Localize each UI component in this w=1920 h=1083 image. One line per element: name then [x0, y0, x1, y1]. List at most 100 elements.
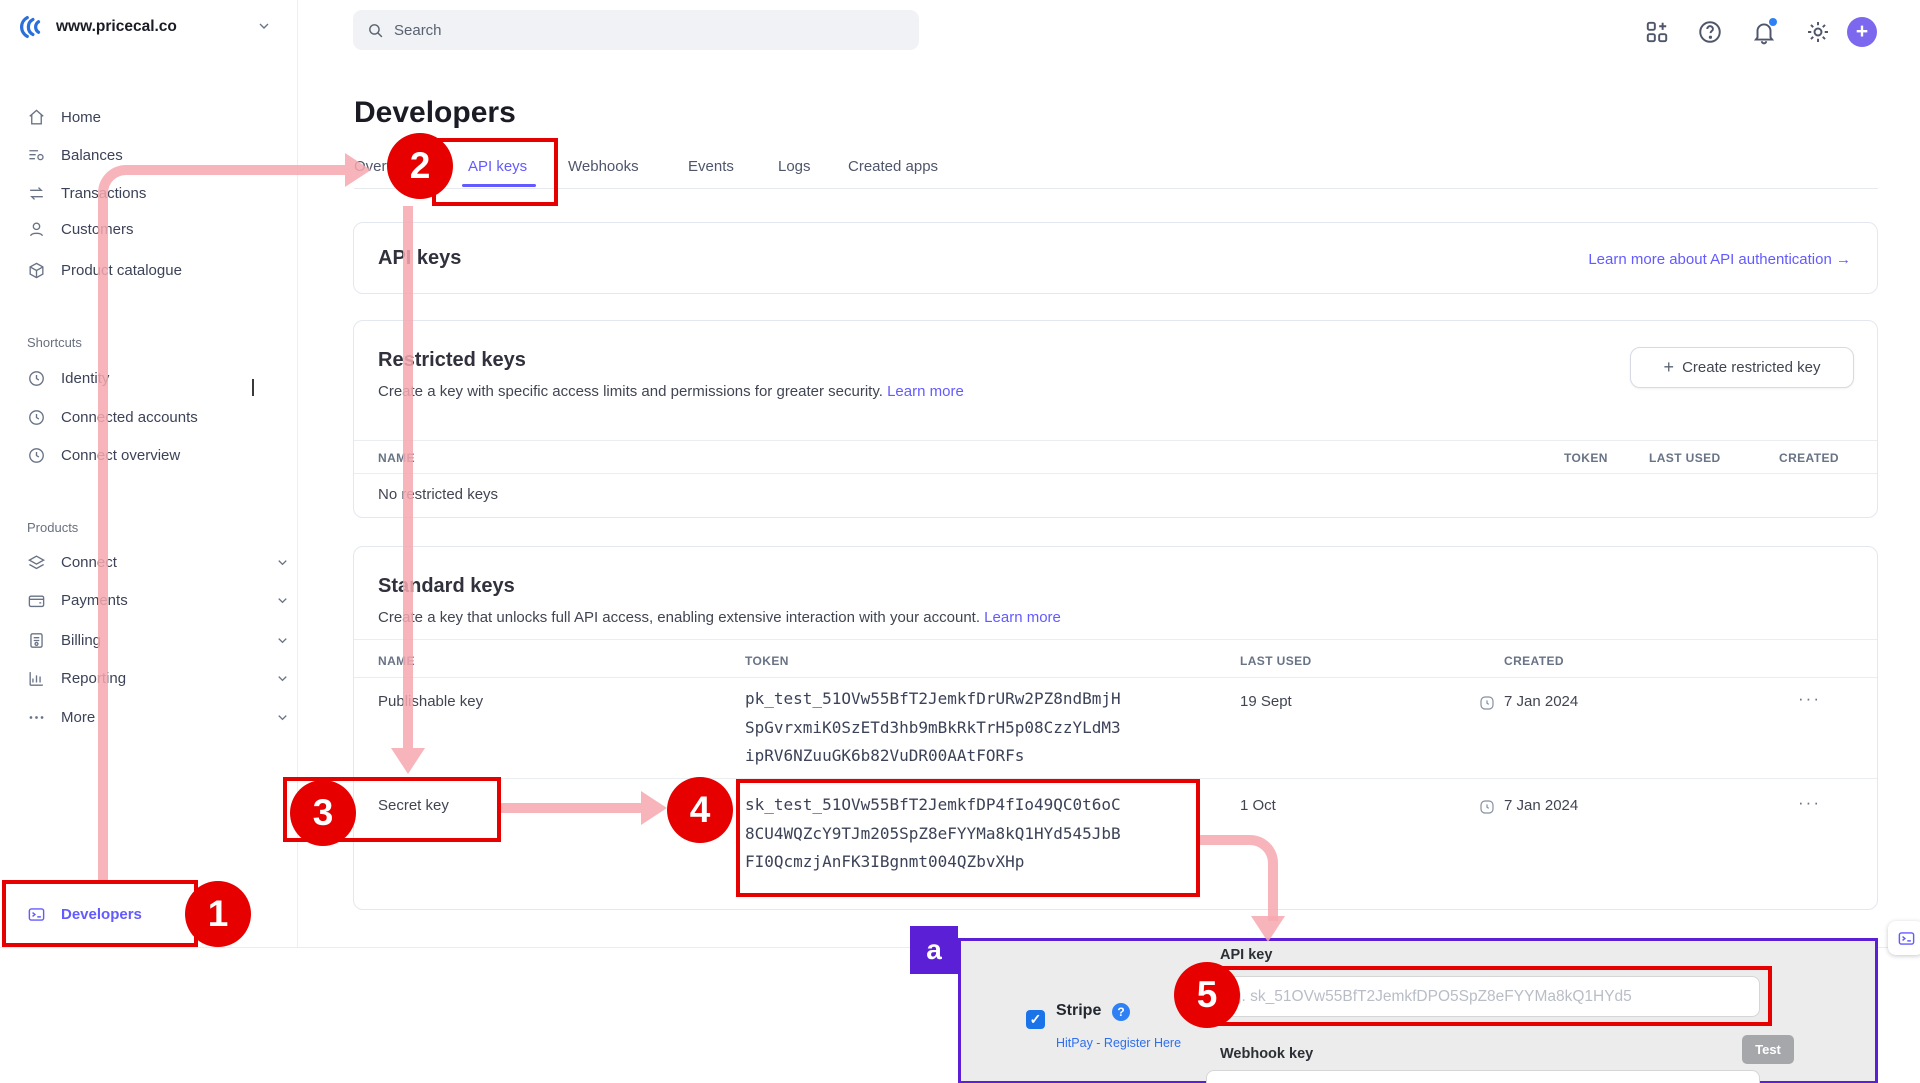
- secret-key-token[interactable]: sk_test_51OVw55BfT2JemkfDP4fIo49QC0t6oC8…: [745, 795, 1121, 871]
- arrowhead-down: [391, 748, 425, 774]
- clock-icon: [27, 408, 46, 427]
- create-restricted-key-button[interactable]: + Create restricted key: [1630, 347, 1854, 388]
- sidebar-divider: [297, 0, 298, 947]
- sidebar-item-balances[interactable]: Balances: [27, 140, 123, 170]
- clock-icon: [27, 446, 46, 465]
- sidebar-item-identity[interactable]: Identity: [27, 363, 109, 393]
- plus-icon: +: [1663, 357, 1675, 377]
- sidebar-item-home[interactable]: Home: [27, 102, 101, 132]
- row-actions-button[interactable]: ···: [1798, 689, 1821, 708]
- standard-col-created: CREATED: [1504, 654, 1564, 668]
- sidebar-item-customers[interactable]: Customers: [27, 214, 134, 244]
- annotation-step-1: 1: [185, 881, 251, 947]
- api-keys-card-title: API keys: [378, 247, 462, 269]
- divider: [354, 473, 1877, 474]
- test-button[interactable]: Test: [1742, 1035, 1794, 1064]
- api-key-field-label: API key: [1220, 947, 1273, 963]
- annotation-step-5: 5: [1174, 962, 1240, 1028]
- annotation-badge-a: a: [910, 926, 958, 974]
- restricted-col-created: CREATED: [1779, 451, 1839, 465]
- key-name: Publishable key: [378, 693, 484, 710]
- chevron-down-icon: [275, 555, 290, 570]
- annotation-step-4: 4: [667, 777, 733, 843]
- notification-dot: [1769, 18, 1777, 26]
- sidebar-item-developers[interactable]: Developers: [27, 899, 142, 929]
- help-icon[interactable]: [1697, 19, 1723, 45]
- floating-terminal-icon[interactable]: [1888, 921, 1920, 955]
- created-value: 7 Jan 2024: [1504, 693, 1579, 710]
- sidebar-section-products: Products: [27, 520, 79, 535]
- tab-events[interactable]: Events: [688, 158, 734, 175]
- active-tab-underline: [462, 184, 536, 187]
- key-age-icon: [1479, 799, 1495, 815]
- tab-logs[interactable]: Logs: [778, 158, 811, 175]
- apps-grid-icon[interactable]: [1644, 19, 1670, 45]
- search-input[interactable]: [394, 21, 874, 39]
- sidebar-item-more[interactable]: More: [27, 702, 287, 732]
- home-icon: [27, 108, 46, 127]
- wallet-icon: [27, 591, 46, 610]
- arrowhead-down: [1251, 916, 1285, 942]
- restricted-learn-more-link[interactable]: Learn more: [887, 383, 964, 400]
- customers-icon: [27, 220, 46, 239]
- sidebar-item-connect-overview[interactable]: Connect overview: [27, 440, 180, 470]
- divider: [354, 778, 1877, 779]
- annotation-box-api-key-input: [1196, 966, 1772, 1026]
- chevron-down-icon: [275, 671, 290, 686]
- stripe-label: Stripe: [1056, 1002, 1102, 1019]
- api-auth-link[interactable]: Learn more about API authentication →: [1588, 251, 1851, 268]
- standard-learn-more-link[interactable]: Learn more: [984, 609, 1061, 626]
- api-key-input[interactable]: [1206, 976, 1760, 1017]
- tab-webhooks[interactable]: Webhooks: [568, 158, 639, 175]
- notifications-icon[interactable]: [1751, 19, 1777, 45]
- chevron-down-icon: [275, 633, 290, 648]
- divider: [354, 440, 1877, 441]
- arrowhead-right: [345, 153, 371, 187]
- last-used-value: 19 Sept: [1240, 693, 1292, 710]
- workspace-name: www.pricecal.co: [56, 18, 177, 35]
- standard-keys-title: Standard keys: [378, 575, 515, 597]
- workspace-switcher[interactable]: www.pricecal.co: [16, 12, 276, 42]
- text-cursor-artifact: [252, 379, 254, 396]
- key-age-icon: [1479, 695, 1495, 711]
- restricted-keys-description: Create a key with specific access limits…: [378, 383, 964, 400]
- sidebar-item-reporting[interactable]: Reporting: [27, 663, 287, 693]
- restricted-keys-card: Restricted keys Create a key with specif…: [353, 320, 1878, 518]
- restricted-empty-state: No restricted keys: [378, 486, 499, 503]
- product-catalogue-icon: [27, 261, 46, 280]
- annotation-box-developers: [2, 880, 198, 947]
- stripe-checkbox[interactable]: ✓: [1026, 1010, 1045, 1029]
- key-name: Secret key: [378, 797, 449, 814]
- annotation-box-secret-token: [736, 779, 1200, 897]
- sidebar-item-connected-accounts[interactable]: Connected accounts: [27, 402, 198, 432]
- transactions-icon: [27, 184, 46, 203]
- publishable-key-token[interactable]: pk_test_51OVw55BfT2JemkfDrURw2PZ8ndBmjHS…: [745, 689, 1121, 765]
- guide-path-tab-to-secret-key: [403, 206, 413, 748]
- restricted-keys-title: Restricted keys: [378, 349, 526, 371]
- guide-path-secret-to-token: [501, 803, 641, 813]
- pricecal-logo: [16, 12, 46, 42]
- sidebar-item-payments[interactable]: Payments: [27, 585, 287, 615]
- hitpay-register-link[interactable]: HitPay - Register Here: [1056, 1036, 1182, 1050]
- webhook-key-input[interactable]: [1206, 1070, 1760, 1083]
- standard-keys-description: Create a key that unlocks full API acces…: [378, 609, 1061, 626]
- chevron-down-icon: [275, 710, 290, 725]
- created-value: 7 Jan 2024: [1504, 797, 1579, 814]
- create-button[interactable]: +: [1847, 17, 1877, 47]
- search-icon: [367, 22, 384, 39]
- search-bar[interactable]: [353, 10, 919, 50]
- sidebar-item-billing[interactable]: Billing: [27, 625, 287, 655]
- sidebar-item-product-catalogue[interactable]: Product catalogue: [27, 255, 182, 285]
- guide-path-developers-to-tabs: [98, 165, 345, 880]
- clock-icon: [27, 369, 46, 388]
- sidebar-section-shortcuts: Shortcuts: [27, 335, 82, 350]
- settings-gear-icon[interactable]: [1805, 19, 1831, 45]
- tab-api-keys[interactable]: API keys: [468, 158, 528, 175]
- restricted-col-last-used: LAST USED: [1649, 451, 1721, 465]
- tab-created-apps[interactable]: Created apps: [848, 158, 939, 175]
- api-keys-card: API keys Learn more about API authentica…: [353, 222, 1878, 294]
- chevron-down-icon: [275, 593, 290, 608]
- row-actions-button[interactable]: ···: [1798, 793, 1821, 812]
- stripe-help-icon[interactable]: ?: [1112, 1003, 1130, 1021]
